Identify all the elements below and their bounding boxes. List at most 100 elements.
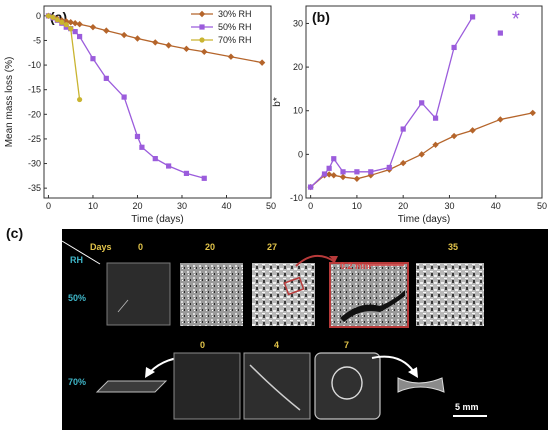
sample-50-day27 (252, 263, 315, 326)
y-tick-label: 30 (293, 18, 303, 28)
data-point-1 (308, 184, 314, 190)
data-point-2 (45, 13, 52, 19)
panel-b-colour-chart: 0 10 20 30 40 50 -10 0 10 20 30 Time (days) b* (b) * (272, 5, 547, 225)
data-point-0 (201, 48, 208, 55)
x-tick-label: 50 (537, 201, 547, 211)
data-point-1 (469, 14, 476, 20)
y-tick-label: -10 (28, 60, 41, 70)
y-tick-label: -15 (28, 85, 41, 95)
data-point-2 (54, 17, 60, 23)
y-axis-label: b* (272, 97, 283, 107)
data-point-0 (418, 151, 425, 158)
sample-reflection (249, 364, 301, 411)
x-tick-label: 20 (132, 201, 142, 211)
data-point-0 (227, 53, 235, 60)
y-tick-label: -10 (290, 193, 303, 203)
day-label-50-35: 35 (448, 242, 458, 252)
panel-c-letter: (c) (6, 225, 23, 241)
row-50-label: 50% (68, 293, 86, 303)
data-point-1 (432, 115, 439, 121)
y-tick-label: 0 (36, 11, 41, 21)
legend-entry: 50% RH (218, 22, 252, 32)
data-point-2 (63, 22, 69, 28)
data-point-0 (450, 132, 458, 140)
sample-70-side-view (95, 380, 168, 393)
scale-bar-label: 5 mm (455, 402, 479, 412)
zoom-arrowhead (329, 256, 338, 262)
x-axis-label: Time (days) (131, 214, 183, 225)
x-tick-label: 0 (308, 201, 313, 211)
y-tick-label: 20 (293, 62, 303, 72)
sample-70-day4 (243, 352, 311, 420)
header-divider (61, 240, 101, 265)
sample-50-day35 (416, 263, 484, 326)
data-point-2 (59, 19, 65, 25)
data-point-1 (321, 171, 328, 177)
data-point-1 (166, 163, 172, 169)
data-point-0 (165, 42, 172, 49)
sample-70-day0 (173, 352, 241, 420)
y-tick-label: -25 (28, 134, 41, 144)
data-point-1 (201, 175, 207, 181)
day-label-50-27: 27 (267, 242, 277, 252)
legend-entry: 30% RH (218, 9, 252, 19)
y-tick-label: -35 (28, 183, 41, 193)
x-tick-label: 30 (177, 201, 187, 211)
plot-frame (43, 5, 272, 199)
rh-header: RH (70, 255, 83, 265)
legend-marker (198, 10, 206, 18)
data-point-1 (340, 169, 346, 175)
data-point-2 (68, 26, 74, 32)
data-point-0 (399, 159, 407, 167)
sample-50-day20 (180, 263, 243, 326)
day-label-70-0: 0 (200, 340, 205, 350)
data-point-1 (134, 133, 141, 140)
data-point-1 (103, 75, 109, 81)
y-axis-label: Mean mass loss (%) (4, 57, 15, 148)
sample-bubble (331, 366, 363, 400)
data-point-0 (67, 19, 74, 26)
data-point-1 (139, 144, 145, 150)
y-tick-label: 0 (298, 149, 303, 159)
data-point-1 (183, 170, 190, 176)
data-point-1 (451, 44, 457, 51)
row-70-label: 70% (68, 377, 86, 387)
data-point-0 (432, 141, 439, 148)
days-header: Days (90, 242, 112, 252)
day-label-70-7: 7 (344, 340, 349, 350)
zoom-scale-label: 0.2 mm (340, 261, 371, 271)
data-point-2 (497, 30, 503, 36)
data-point-0 (183, 45, 190, 53)
data-point-0 (497, 116, 504, 123)
data-point-1 (72, 29, 78, 35)
data-point-1 (368, 169, 374, 175)
data-point-1 (121, 94, 127, 100)
data-point-1 (386, 164, 392, 171)
panel-a-mass-loss-chart: 0 10 20 30 40 50 0 -5 -10 -15 -20 -25 -30 -35 Time (da… (4, 5, 276, 225)
x-tick-label: 30 (444, 201, 454, 211)
outlier-annotation: * (512, 9, 520, 31)
data-point-0 (134, 35, 141, 42)
right-arrow (371, 355, 415, 373)
x-tick-label: 40 (221, 201, 231, 211)
data-point-0 (120, 31, 128, 39)
series-line-1 (310, 16, 474, 188)
data-point-0 (89, 23, 97, 31)
data-point-1 (77, 33, 83, 40)
data-point-0 (353, 175, 361, 182)
data-point-0 (330, 172, 337, 179)
sample-scratch (117, 299, 129, 313)
x-tick-label: 20 (398, 201, 408, 211)
data-point-0 (339, 173, 347, 181)
x-tick-label: 10 (88, 201, 98, 211)
x-tick-label: 50 (266, 201, 276, 211)
data-point-0 (529, 109, 536, 117)
data-point-0 (469, 127, 476, 134)
panel-letter: (b) (312, 9, 330, 25)
data-point-1 (331, 156, 337, 162)
data-point-0 (325, 171, 333, 178)
left-arrowhead (145, 367, 155, 378)
data-point-1 (90, 56, 96, 62)
legend-entry: 70% RH (218, 35, 252, 45)
x-tick-label: 40 (491, 201, 501, 211)
